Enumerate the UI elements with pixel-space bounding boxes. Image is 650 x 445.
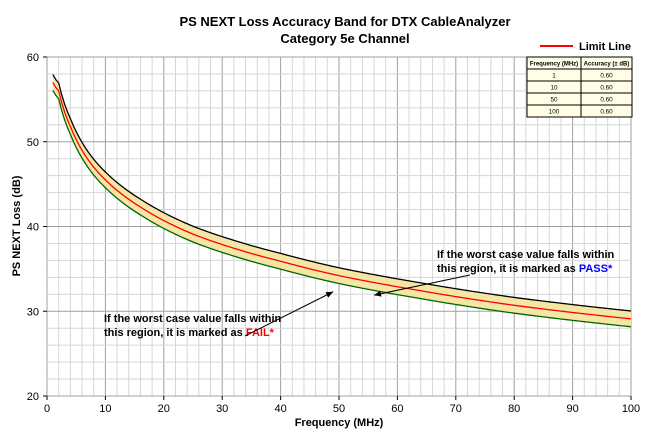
annotation-arrow (244, 291, 334, 337)
x-tick-label: 50 (333, 403, 345, 415)
table-cell: 0.60 (600, 85, 613, 92)
axis-ticks: 0 10 20 30 40 50 60 70 80 90 100 20 30 40 50 60 (27, 52, 640, 415)
x-tick-label: 10 (99, 403, 111, 415)
limit-line (52, 82, 632, 320)
accuracy-band (52, 74, 632, 328)
annotation-text: If the worst case value falls within (104, 313, 282, 325)
table-cell: 10 (550, 85, 558, 92)
grid-lines (46, 56, 632, 397)
accuracy-table: Frequency (MHz) Accuracy (± dB) 1 0.60 10 0.6… (526, 56, 633, 118)
x-tick-label: 100 (622, 403, 640, 415)
annotation-keyword: FAIL* (243, 327, 275, 339)
band-lower-line (52, 89, 632, 328)
annotation-text: this region, it is marked as PASS* (437, 263, 613, 275)
table-header-cell: Accuracy (± dB) (584, 62, 630, 68)
legend-label: Limit Line (579, 41, 631, 53)
table-header-cell: Frequency (MHz) (530, 62, 578, 68)
x-axis-label: Frequency (MHz) (295, 417, 384, 429)
annotation-pass: If the worst case value falls within this… (373, 249, 615, 297)
y-tick-label: 30 (27, 306, 39, 318)
annotation-keyword: PASS* (576, 263, 613, 275)
table-cell: 0.60 (600, 109, 613, 116)
annotation-arrowhead (374, 290, 382, 297)
chart-title: PS NEXT Loss Accuracy Band for DTX Cable… (179, 14, 510, 29)
table-cell: 50 (550, 97, 558, 104)
table-cell: 0.60 (600, 97, 613, 104)
table-cell: 1 (552, 73, 556, 80)
legend: Limit Line (540, 41, 631, 53)
x-tick-label: 30 (216, 403, 228, 415)
x-tick-label: 20 (158, 403, 170, 415)
annotations: If the worst case value falls within this… (104, 249, 615, 339)
table-cell: 100 (549, 109, 560, 116)
annotation-text: If the worst case value falls within (437, 249, 615, 261)
table-cell: 0.60 (600, 73, 613, 80)
x-tick-label: 0 (44, 403, 50, 415)
y-axis-label: PS NEXT Loss (dB) (11, 175, 23, 276)
x-tick-label: 60 (391, 403, 403, 415)
annotation-fail: If the worst case value falls within this… (104, 291, 334, 339)
annotation-arrowhead (325, 291, 334, 298)
x-tick-label: 80 (508, 403, 520, 415)
x-tick-label: 70 (450, 403, 462, 415)
annotation-arrow (373, 274, 471, 296)
x-tick-label: 90 (566, 403, 578, 415)
annotation-text: this region, it is marked as FAIL* (104, 327, 275, 339)
table-frame (526, 56, 633, 118)
y-tick-label: 40 (27, 222, 39, 234)
y-tick-label: 50 (27, 137, 39, 149)
x-tick-label: 40 (274, 403, 286, 415)
chart-subtitle: Category 5e Channel (280, 31, 409, 46)
band-upper-line (52, 74, 632, 312)
y-tick-label: 60 (27, 52, 39, 64)
y-tick-label: 20 (27, 391, 39, 403)
